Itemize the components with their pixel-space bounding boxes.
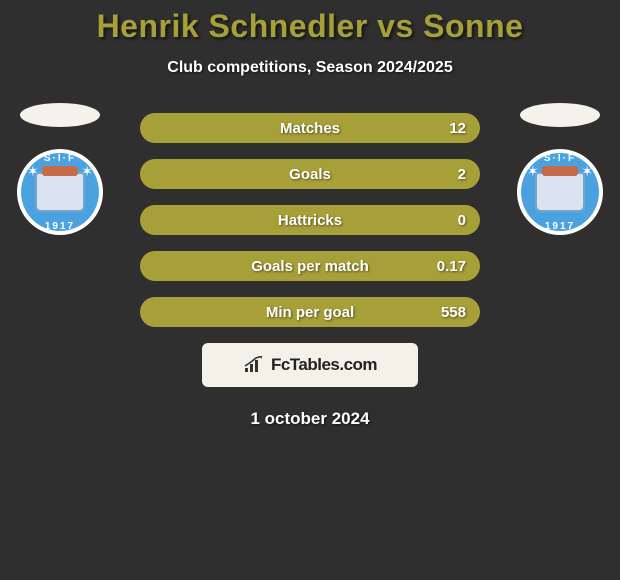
stat-row: Goals per match 0.17 (140, 251, 480, 281)
comparison-panel: ✶ ✶ S·I·F 1917 ✶ ✶ S·I·F 1917 Matches 12 G… (0, 113, 620, 429)
page-title: Henrik Schnedler vs Sonne (0, 0, 620, 45)
badge-year: 1917 (545, 221, 575, 232)
badge-castle-icon (35, 172, 85, 212)
stat-label: Hattricks (278, 212, 342, 229)
stat-bars: Matches 12 Goals 2 Hattricks 0 Goals per match… (140, 113, 480, 327)
attribution-badge: FcTables.com (202, 343, 418, 387)
badge-top-text: S·I·F (544, 153, 576, 164)
player-left-club-badge: ✶ ✶ S·I·F 1917 (17, 149, 103, 235)
stat-row: Min per goal 558 (140, 297, 480, 327)
stat-label: Goals per match (251, 258, 369, 275)
badge-year: 1917 (45, 221, 75, 232)
player-left-column: ✶ ✶ S·I·F 1917 (10, 103, 110, 235)
stat-row: Hattricks 0 (140, 205, 480, 235)
player-right-club-badge: ✶ ✶ S·I·F 1917 (517, 149, 603, 235)
player-right-silhouette (520, 103, 600, 127)
badge-castle-icon (535, 172, 585, 212)
player-right-column: ✶ ✶ S·I·F 1917 (510, 103, 610, 235)
stat-value: 12 (449, 120, 466, 137)
stat-row: Goals 2 (140, 159, 480, 189)
stat-value: 2 (458, 166, 466, 183)
stat-value: 558 (441, 304, 466, 321)
stat-value: 0 (458, 212, 466, 229)
stat-label: Min per goal (266, 304, 354, 321)
stat-row: Matches 12 (140, 113, 480, 143)
badge-top-text: S·I·F (44, 153, 76, 164)
stat-label: Goals (289, 166, 331, 183)
date-label: 1 october 2024 (0, 409, 620, 429)
stat-label: Matches (280, 120, 340, 137)
chart-icon (243, 356, 265, 374)
stat-value: 0.17 (437, 258, 466, 275)
player-left-silhouette (20, 103, 100, 127)
subtitle: Club competitions, Season 2024/2025 (0, 59, 620, 77)
attribution-text: FcTables.com (271, 355, 377, 375)
